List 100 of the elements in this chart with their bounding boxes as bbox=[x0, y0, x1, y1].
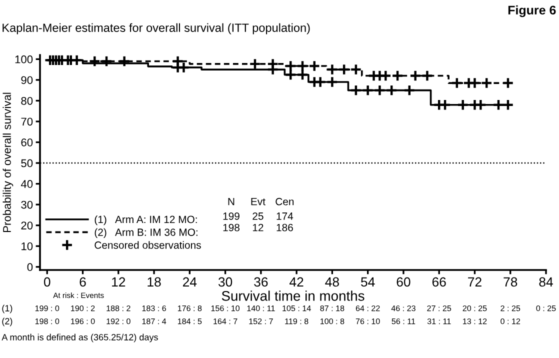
annotation: 199 bbox=[223, 212, 240, 220]
x-tick-label: 54 bbox=[361, 277, 375, 287]
x-tick-label: 42 bbox=[290, 277, 304, 287]
text: 56 : 11 bbox=[392, 318, 416, 324]
legend-label: (1) Arm A: IM 12 MO: bbox=[94, 215, 197, 226]
x-tick-label: 0 bbox=[44, 277, 50, 287]
y-tick-label: 40 bbox=[20, 180, 33, 188]
text: 20 : 25 bbox=[462, 305, 487, 312]
point bbox=[380, 70, 392, 82]
y-tick-label: 20 bbox=[21, 222, 33, 230]
point bbox=[326, 76, 338, 88]
annotation: N bbox=[228, 198, 234, 206]
point bbox=[88, 55, 101, 68]
text: 183 : 6 bbox=[142, 305, 166, 312]
y-tick-label: 10 bbox=[22, 242, 33, 250]
text: 164 : 7 bbox=[214, 318, 238, 324]
point bbox=[284, 60, 297, 72]
text: 31 : 11 bbox=[427, 318, 451, 324]
point bbox=[492, 98, 504, 111]
text: 198 : 0 bbox=[35, 318, 60, 324]
annotation: 174 bbox=[276, 212, 294, 220]
y-tick-label: 70 bbox=[21, 118, 33, 126]
x-tick-label: 36 bbox=[254, 277, 268, 287]
point bbox=[350, 84, 362, 96]
text: 105 : 14 bbox=[282, 305, 311, 312]
y-tick-label: 0 bbox=[27, 263, 33, 272]
text: 76 : 10 bbox=[356, 318, 380, 324]
text: 0 : 12 bbox=[500, 318, 520, 324]
x-tick-label: 66 bbox=[432, 277, 446, 287]
annotation: Evt bbox=[251, 198, 266, 206]
x-tick-label: 72 bbox=[468, 277, 482, 287]
x-axis-title: Survival time in months bbox=[222, 290, 364, 301]
point bbox=[314, 76, 326, 88]
point bbox=[284, 68, 297, 81]
point bbox=[249, 58, 261, 70]
x-tick-label: 78 bbox=[504, 277, 518, 287]
point bbox=[266, 58, 279, 70]
point bbox=[296, 68, 308, 81]
text: 46 : 23 bbox=[391, 305, 416, 312]
point bbox=[468, 77, 481, 90]
text: 190 : 2 bbox=[71, 305, 95, 312]
point bbox=[296, 60, 308, 72]
point bbox=[450, 77, 463, 90]
point bbox=[386, 84, 398, 96]
point bbox=[439, 98, 452, 111]
point bbox=[403, 84, 416, 96]
text: (2) bbox=[2, 318, 12, 326]
point bbox=[326, 64, 338, 76]
x-tick-label: 48 bbox=[325, 277, 339, 287]
text: 187 : 4 bbox=[142, 318, 166, 324]
point bbox=[421, 70, 434, 82]
text: 64 : 22 bbox=[356, 305, 380, 312]
point bbox=[350, 64, 362, 76]
x-tick-label: 6 bbox=[80, 277, 86, 287]
text: 176 : 8 bbox=[178, 305, 202, 312]
text: 156 : 10 bbox=[211, 305, 240, 312]
legend-label: Censored observations bbox=[94, 241, 201, 249]
chart-subtitle: Kaplan-Meier estimates for overall survival (ITT population) bbox=[2, 23, 310, 34]
point bbox=[474, 98, 487, 111]
point bbox=[100, 55, 112, 68]
chart-title: Figure 6 bbox=[508, 5, 556, 18]
annotation: 186 bbox=[276, 224, 293, 232]
x-tick-label: 18 bbox=[148, 277, 161, 287]
text: 152 : 7 bbox=[249, 318, 273, 324]
y-tick-label: 30 bbox=[21, 200, 33, 209]
text: 188 : 2 bbox=[106, 305, 130, 312]
annotation: 12 bbox=[252, 224, 264, 232]
text: 2 : 25 bbox=[500, 305, 520, 312]
text: 184 : 5 bbox=[178, 318, 202, 324]
annotation: Cen bbox=[276, 198, 294, 206]
point bbox=[409, 70, 422, 82]
text: 100 : 8 bbox=[320, 318, 344, 324]
text: 192 : 0 bbox=[106, 318, 130, 324]
point bbox=[64, 54, 77, 66]
text: 27 : 25 bbox=[427, 305, 452, 312]
point bbox=[178, 61, 190, 74]
text: (1) bbox=[2, 304, 12, 314]
y-axis-title: Probability of overall survival bbox=[2, 92, 14, 232]
point bbox=[480, 77, 493, 90]
point bbox=[392, 70, 404, 82]
point bbox=[502, 98, 514, 111]
point bbox=[362, 84, 374, 96]
x-tick-label: 30 bbox=[218, 277, 232, 287]
text: 119 : 8 bbox=[285, 318, 308, 324]
legend-label: (2) Arm B: IM 36 MO: bbox=[94, 228, 198, 238]
x-tick-label: 60 bbox=[396, 277, 410, 287]
x-tick-label: 84 bbox=[539, 277, 553, 287]
point bbox=[172, 55, 184, 68]
x-tick-label: 24 bbox=[182, 277, 197, 287]
text: 140 : 11 bbox=[247, 305, 275, 312]
y-tick-label: 100 bbox=[15, 55, 33, 64]
point bbox=[118, 55, 130, 68]
y-tick-label: 60 bbox=[21, 138, 33, 146]
text: 13 : 12 bbox=[463, 318, 487, 324]
text: 0 : 25 bbox=[536, 305, 556, 312]
point bbox=[374, 84, 386, 96]
y-tick-label: 90 bbox=[21, 76, 33, 84]
text: A month is defined as (365.25/12) days bbox=[2, 334, 158, 342]
text: 199 : 0 bbox=[35, 305, 60, 312]
point bbox=[502, 77, 514, 90]
